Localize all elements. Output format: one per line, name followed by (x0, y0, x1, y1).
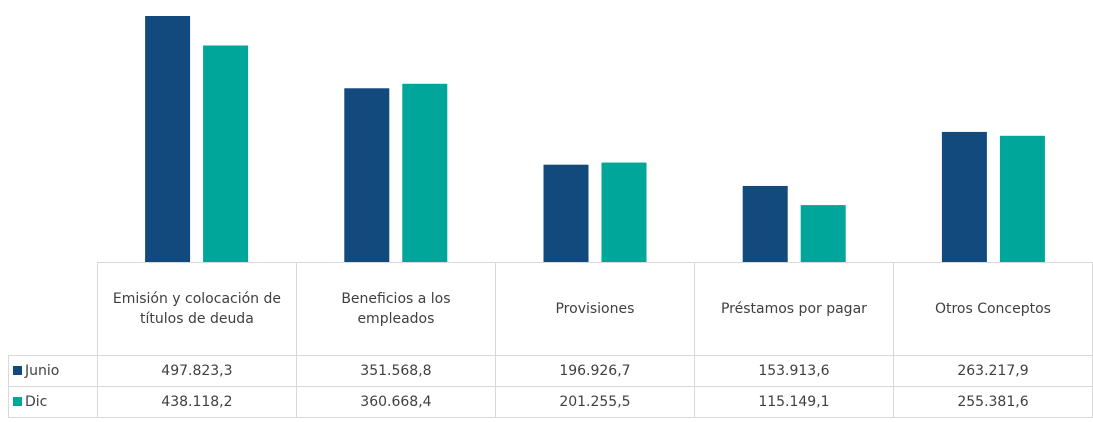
bar (742, 185, 788, 262)
bar (941, 131, 987, 262)
bar (203, 45, 249, 262)
value-cell: 263.217,9 (892, 355, 1093, 387)
value-cell: 196.926,7 (494, 355, 695, 387)
legend-label: Junio (25, 363, 60, 379)
value-cell: 360.668,4 (295, 386, 496, 418)
data-row: Junio 497.823,3 351.568,8 196.926,7 153.913,… (8, 355, 1093, 387)
header-row: Emisión y colocación de títulos de deuda… (8, 262, 1093, 356)
value-cell: 438.118,2 (96, 386, 297, 418)
category-label: Préstamos por pagar (693, 262, 894, 356)
bar (402, 83, 448, 262)
value-cell: 351.568,8 (295, 355, 496, 387)
bar (601, 162, 647, 262)
bar (344, 88, 390, 262)
value-cell: 255.381,6 (892, 386, 1093, 418)
legend-swatch (13, 397, 22, 406)
legend-cell: Dic (8, 386, 98, 418)
bar (800, 205, 846, 262)
legend-label: Dic (25, 394, 48, 410)
bar (999, 135, 1045, 262)
bar (145, 16, 191, 262)
value-cell: 497.823,3 (96, 355, 297, 387)
category-label: Otros Conceptos (892, 262, 1093, 356)
data-table: Emisión y colocación de títulos de deuda… (8, 262, 1093, 418)
legend-swatch (13, 366, 22, 375)
category-label: Beneficios a los empleados (295, 262, 496, 356)
corner-cell (8, 262, 98, 356)
value-cell: 153.913,6 (693, 355, 894, 387)
legend-cell: Junio (8, 355, 98, 387)
value-cell: 201.255,5 (494, 386, 695, 418)
bar (543, 164, 589, 262)
data-row: Dic 438.118,2 360.668,4 201.255,5 115.149,1 2… (8, 386, 1093, 418)
category-label: Provisiones (494, 262, 695, 356)
category-label: Emisión y colocación de títulos de deuda (96, 262, 297, 356)
bar-area (145, 16, 1045, 262)
value-cell: 115.149,1 (693, 386, 894, 418)
